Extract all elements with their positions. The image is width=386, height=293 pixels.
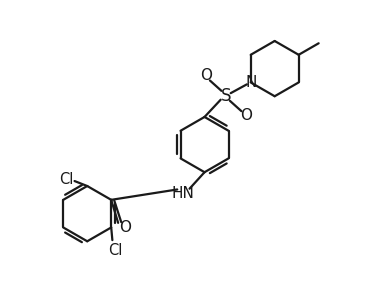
Text: HN: HN xyxy=(172,186,195,201)
Text: O: O xyxy=(119,220,131,235)
Text: Cl: Cl xyxy=(59,172,73,187)
Text: S: S xyxy=(220,87,231,105)
Text: O: O xyxy=(200,68,212,84)
Text: N: N xyxy=(245,75,256,90)
Text: O: O xyxy=(240,108,252,123)
Text: Cl: Cl xyxy=(108,243,122,258)
